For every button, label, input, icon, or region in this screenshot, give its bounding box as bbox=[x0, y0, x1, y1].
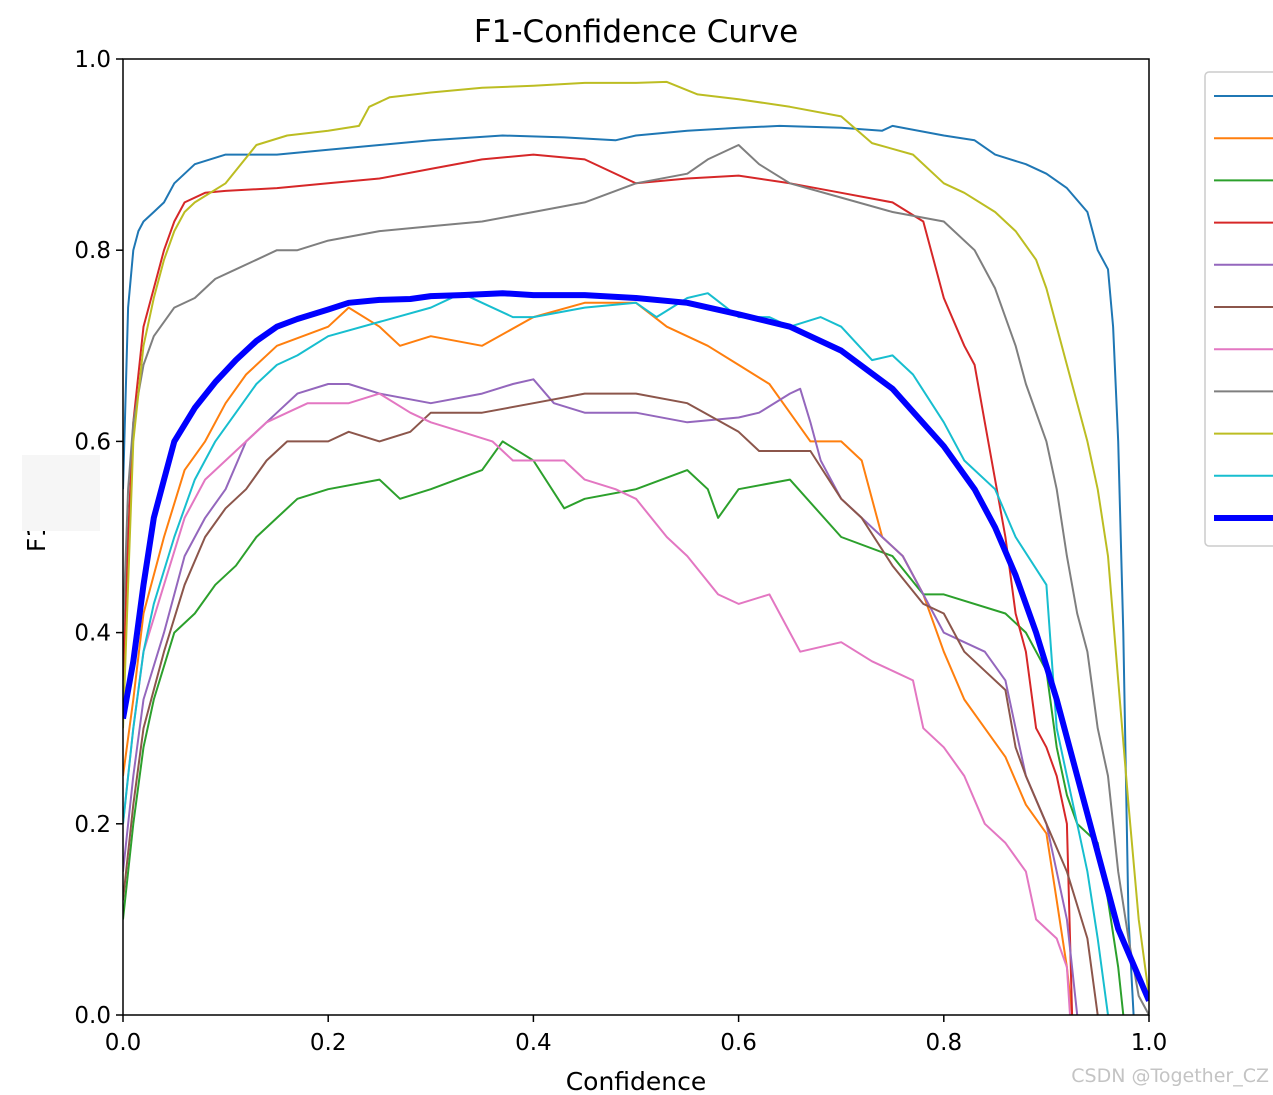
series-line-8 bbox=[123, 144, 1149, 1015]
chart-title: F1-Confidence Curve bbox=[474, 14, 798, 50]
series-line-4 bbox=[123, 153, 1074, 1015]
series-line-10 bbox=[123, 292, 1109, 1015]
series-line-1 bbox=[123, 124, 1135, 1015]
axis-ticks: 0.0 0.2 0.4 0.6 0.8 1.0 0.0 0.2 0.4 0.6 0.8 1.0 bbox=[74, 47, 1167, 1056]
series-line-5 bbox=[123, 378, 1079, 1015]
y-tick-label: 0.4 bbox=[74, 621, 111, 647]
series-line-6 bbox=[123, 392, 1099, 1015]
x-tick-label: 0.0 bbox=[105, 1030, 142, 1056]
plot-frame bbox=[122, 58, 1150, 1016]
x-tick-label: 0.6 bbox=[720, 1030, 757, 1056]
background-artifact bbox=[22, 455, 100, 531]
y-tick-label: 1.0 bbox=[74, 47, 111, 73]
legend bbox=[1204, 71, 1273, 547]
y-tick-label: 0.6 bbox=[74, 429, 111, 455]
series-line-9 bbox=[123, 80, 1149, 997]
series-line-11 bbox=[123, 290, 1149, 1002]
x-tick-label: 0.8 bbox=[926, 1030, 963, 1056]
x-tick-label: 0.4 bbox=[515, 1030, 552, 1056]
x-axis-label: Confidence bbox=[566, 1067, 707, 1095]
plot-area bbox=[122, 58, 1150, 1016]
series-group bbox=[123, 80, 1149, 1015]
series-line-7 bbox=[123, 392, 1071, 1015]
y-tick-label: 0.0 bbox=[74, 1003, 111, 1029]
legend-box bbox=[1204, 71, 1273, 547]
y-tick-label: 0.8 bbox=[74, 238, 111, 264]
series-line-3 bbox=[123, 440, 1125, 1015]
watermark: CSDN @Together_CZ bbox=[1071, 1065, 1269, 1087]
x-tick-label: 0.2 bbox=[310, 1030, 347, 1056]
series-line-2 bbox=[123, 301, 1074, 1015]
x-tick-label: 1.0 bbox=[1131, 1030, 1168, 1056]
y-tick-label: 0.2 bbox=[74, 812, 111, 838]
